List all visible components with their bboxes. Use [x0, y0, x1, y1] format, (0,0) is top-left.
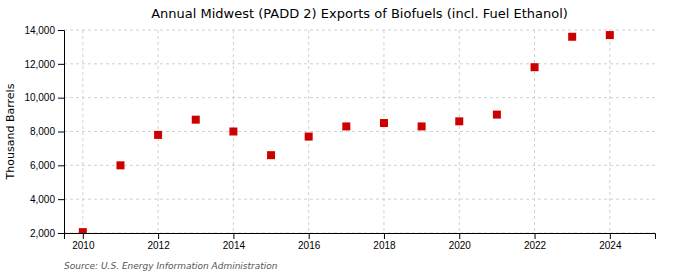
tick: 8,000	[30, 126, 64, 137]
grid-line	[64, 199, 655, 200]
tick-mark	[58, 233, 64, 234]
point	[418, 122, 426, 130]
tick-label: 2016	[298, 240, 321, 251]
tick: 2010	[72, 233, 95, 251]
tick-mark	[610, 233, 611, 239]
tick: 4,000	[30, 194, 64, 205]
tick-label: 2,000	[30, 228, 55, 239]
tick-mark	[309, 233, 310, 239]
point	[79, 228, 87, 233]
tick-label: 2018	[373, 240, 396, 251]
point	[229, 128, 237, 136]
tick-label: 2010	[72, 240, 95, 251]
chart: 2010 2012 2014 2016 2018 2020 2022 2024 2,000 4,0…	[0, 0, 675, 275]
title: Annual Midwest (PADD 2) Exports of Biofu…	[151, 6, 568, 21]
y-axis-title: Thousand Barrels	[4, 83, 17, 180]
tick: 2014	[223, 233, 246, 251]
grid-line	[308, 30, 309, 233]
grid-line	[459, 30, 460, 233]
tick: 2,000	[30, 228, 64, 239]
tick-mark	[158, 233, 159, 239]
source: Source: U.S. Energy Information Administ…	[64, 261, 278, 271]
point	[493, 111, 501, 119]
tick-label: 2022	[524, 240, 547, 251]
point	[568, 33, 576, 41]
tick: 14,000	[24, 25, 64, 36]
tick-label: 6,000	[30, 160, 55, 171]
grid	[64, 30, 655, 233]
tick-mark	[58, 64, 64, 65]
grid-line	[64, 165, 655, 166]
tick-label: 2012	[147, 240, 170, 251]
tick-label: 2014	[223, 240, 246, 251]
tick: 10,000	[24, 92, 64, 103]
tick-label: 8,000	[30, 126, 55, 137]
tick-mark	[58, 199, 64, 200]
point	[154, 131, 162, 139]
point	[455, 117, 463, 125]
tick-label: 10,000	[24, 92, 55, 103]
tick-mark	[384, 233, 385, 239]
tick-label: 2024	[599, 240, 622, 251]
point	[531, 63, 539, 71]
point	[116, 161, 124, 169]
tick-mark	[459, 233, 460, 239]
grid-line	[64, 63, 655, 64]
axis-line	[65, 234, 656, 240]
tick-mark	[535, 233, 536, 239]
tick: 2020	[449, 233, 472, 251]
points	[79, 31, 614, 233]
tick-mark	[58, 30, 64, 31]
grid-line	[64, 30, 655, 31]
tick-mark	[58, 98, 64, 99]
point	[380, 119, 388, 127]
point	[267, 151, 275, 159]
point	[342, 122, 350, 130]
tick: 12,000	[24, 59, 64, 70]
grid-line	[64, 131, 655, 132]
tick: 2024	[599, 233, 622, 251]
tick-label: 4,000	[30, 194, 55, 205]
tick: 2022	[524, 233, 547, 251]
point	[606, 31, 614, 39]
x-axis: 2010 2012 2014 2016 2018 2020 2022 2024	[65, 233, 656, 251]
grid-line	[64, 97, 655, 98]
tick: 6,000	[30, 160, 64, 171]
tick-label: 14,000	[24, 25, 55, 36]
tick: 2012	[147, 233, 170, 251]
tick: 2016	[298, 233, 321, 251]
tick-label: 2020	[449, 240, 472, 251]
tick-mark	[58, 165, 64, 166]
tick-mark	[233, 233, 234, 239]
tick-mark	[58, 132, 64, 133]
y-axis: 2,000 4,000 6,000 8,000 10,000 12,000 14,000	[24, 25, 64, 239]
tick-mark	[83, 233, 84, 239]
tick: 2018	[373, 233, 396, 251]
point	[305, 133, 313, 141]
tick-label: 12,000	[24, 59, 55, 70]
point	[192, 116, 200, 124]
plot-area: 2010 2012 2014 2016 2018 2020 2022 2024 2,000 4,0…	[24, 25, 655, 251]
axis-line	[58, 31, 65, 234]
